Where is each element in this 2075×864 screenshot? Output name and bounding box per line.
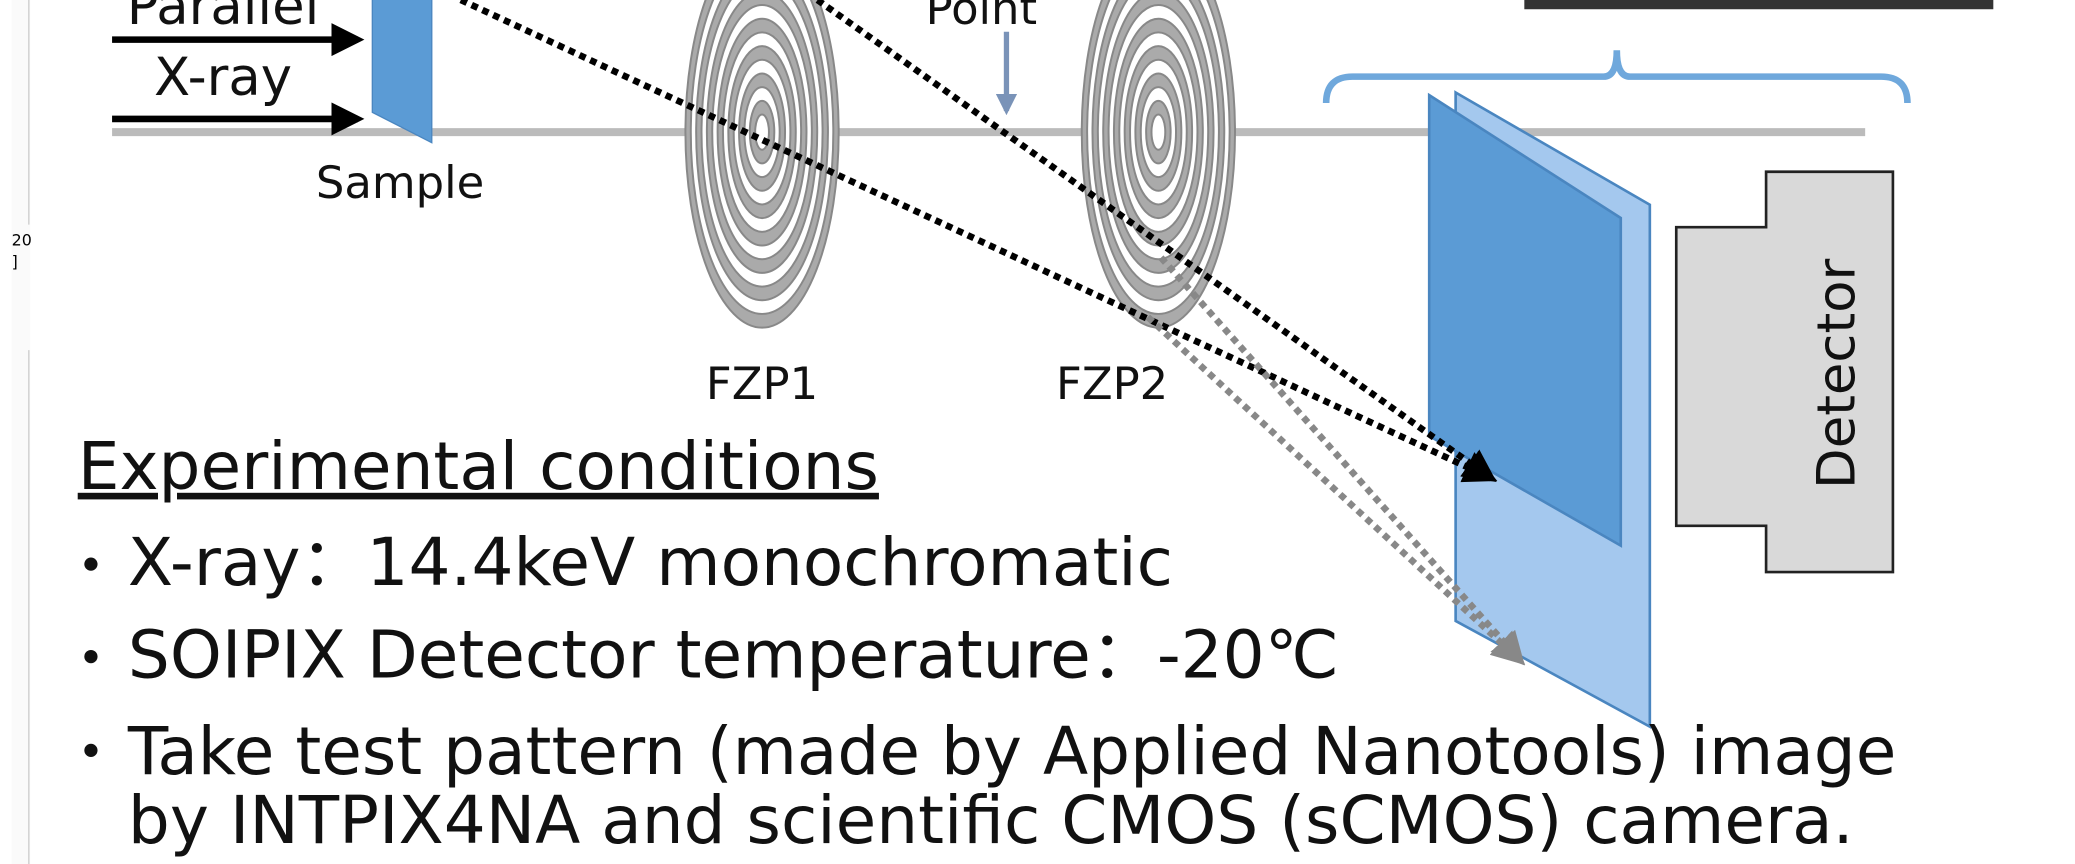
label: Sample (316, 156, 484, 209)
label: Detector (1807, 258, 1868, 488)
label: Parallel (127, 0, 319, 37)
zone-ring (1151, 115, 1165, 150)
label: Point (926, 0, 1037, 35)
condition-item: X-ray：14.4keV monochromatic (128, 524, 1173, 601)
bullet (84, 744, 97, 757)
photo-edge (1524, 0, 1993, 9)
sample (372, 0, 431, 143)
label: FZP2 (1056, 357, 1168, 410)
bracket (1326, 50, 1907, 103)
condition-item: Take test pattern (made by Applied Nanot… (127, 713, 1896, 790)
ray (461, 0, 1491, 478)
condition-item: by INTPIX4NA and scientific CMOS (sCMOS)… (128, 782, 1854, 859)
label: X-ray (154, 47, 292, 108)
slide: 20 ] Parallel X-ray Sample Point FZP1 FZ… (0, 0, 2075, 864)
edge-text: 20 (12, 231, 32, 250)
label: FZP1 (706, 357, 818, 410)
conditions-title: Experimental conditions (78, 428, 879, 505)
condition-item: SOIPIX Detector temperature：-20℃ (128, 617, 1339, 694)
left-edge-panel (12, 0, 30, 864)
bullet (84, 650, 97, 663)
edge-text: ] (12, 252, 18, 271)
bullet (84, 558, 97, 571)
